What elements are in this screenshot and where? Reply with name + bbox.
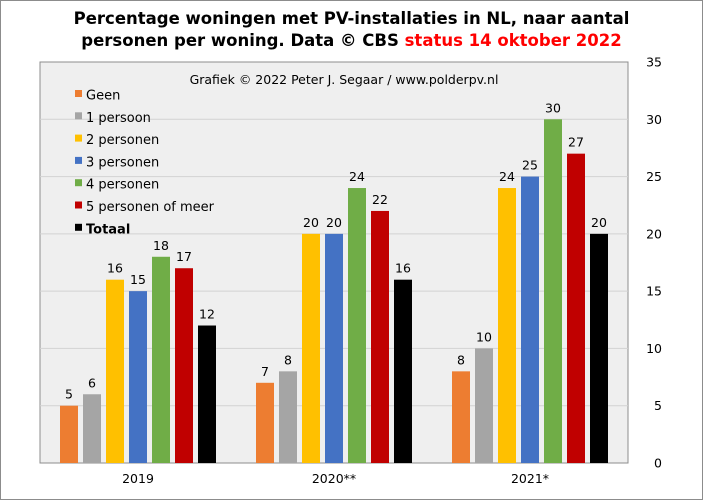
legend-swatch	[75, 112, 82, 120]
bar	[175, 268, 193, 463]
bar	[152, 256, 170, 463]
y-tick-label: 25	[646, 169, 662, 184]
bar-data-label: 20	[591, 215, 607, 230]
legend-label: Totaal	[86, 222, 130, 237]
x-category-label: 2020**	[312, 471, 356, 486]
bar	[394, 279, 412, 463]
bar-data-label: 25	[522, 158, 538, 173]
bar-data-label: 5	[65, 387, 73, 402]
bar-data-label: 20	[303, 215, 319, 230]
bar	[452, 371, 470, 463]
y-tick-label: 0	[654, 456, 662, 471]
bar	[198, 325, 216, 463]
bar-data-label: 22	[372, 192, 388, 207]
bar	[279, 371, 297, 463]
legend-label: 1 persoon	[86, 111, 151, 126]
bar	[325, 233, 343, 463]
legend-label: Geen	[86, 89, 120, 104]
bar-data-label: 16	[395, 261, 411, 276]
bar-data-label: 12	[199, 307, 215, 322]
y-tick-label: 15	[646, 284, 662, 299]
bar-data-label: 16	[107, 261, 123, 276]
bar	[106, 279, 124, 463]
bar	[521, 176, 539, 464]
y-tick-label: 30	[646, 112, 662, 127]
legend-swatch	[75, 90, 82, 97]
bar-data-label: 15	[130, 272, 146, 287]
x-category-label: 2019	[122, 471, 154, 486]
bar-data-label: 10	[476, 329, 492, 344]
bar	[590, 233, 608, 463]
legend-label: 5 personen of meer	[86, 200, 215, 215]
bar-data-label: 24	[499, 169, 515, 184]
legend-swatch	[75, 223, 82, 231]
legend-swatch	[75, 179, 82, 187]
bar	[302, 233, 320, 463]
chart-title-text-2: personen per woning. Data © CBS	[81, 31, 399, 50]
y-tick-label: 35	[646, 55, 662, 70]
bar	[60, 405, 78, 463]
bar	[498, 188, 516, 463]
chart-title-line2: personen per woning. Data © CBS status 1…	[0, 31, 703, 50]
legend-label: 4 personen	[86, 178, 159, 193]
y-tick-label: 20	[646, 226, 662, 241]
chart-title-line1: Percentage woningen met PV-installaties …	[0, 9, 703, 28]
x-category-label: 2021*	[511, 471, 549, 486]
legend-swatch	[75, 134, 82, 142]
bar-data-label: 27	[568, 135, 584, 150]
bar	[371, 210, 389, 463]
legend-swatch	[75, 201, 82, 209]
bar	[129, 291, 147, 463]
bar	[83, 394, 101, 463]
bar-data-label: 24	[349, 169, 365, 184]
bar	[256, 382, 274, 463]
bar-data-label: 20	[326, 215, 342, 230]
bar-data-label: 8	[284, 352, 292, 367]
y-tick-label: 5	[654, 398, 662, 413]
bar-data-label: 7	[261, 364, 269, 379]
legend-swatch	[75, 156, 82, 164]
bar	[348, 188, 366, 463]
y-tick-label: 10	[646, 341, 662, 356]
bar-data-label: 30	[545, 100, 561, 115]
chart-credit: Grafiek © 2022 Peter J. Segaar / www.pol…	[190, 72, 499, 87]
bar	[544, 119, 562, 464]
chart-status-text: status 14 oktober 2022	[404, 31, 622, 50]
bar	[475, 348, 493, 463]
chart-title-text-1: Percentage woningen met PV-installaties …	[73, 9, 630, 28]
bar-data-label: 18	[153, 238, 169, 253]
bar-data-label: 17	[176, 249, 192, 264]
bar	[567, 153, 585, 463]
bar-data-label: 6	[88, 375, 96, 390]
bar-data-label: 8	[457, 352, 465, 367]
legend-label: 2 personen	[86, 133, 159, 148]
legend-label: 3 personen	[86, 155, 159, 170]
